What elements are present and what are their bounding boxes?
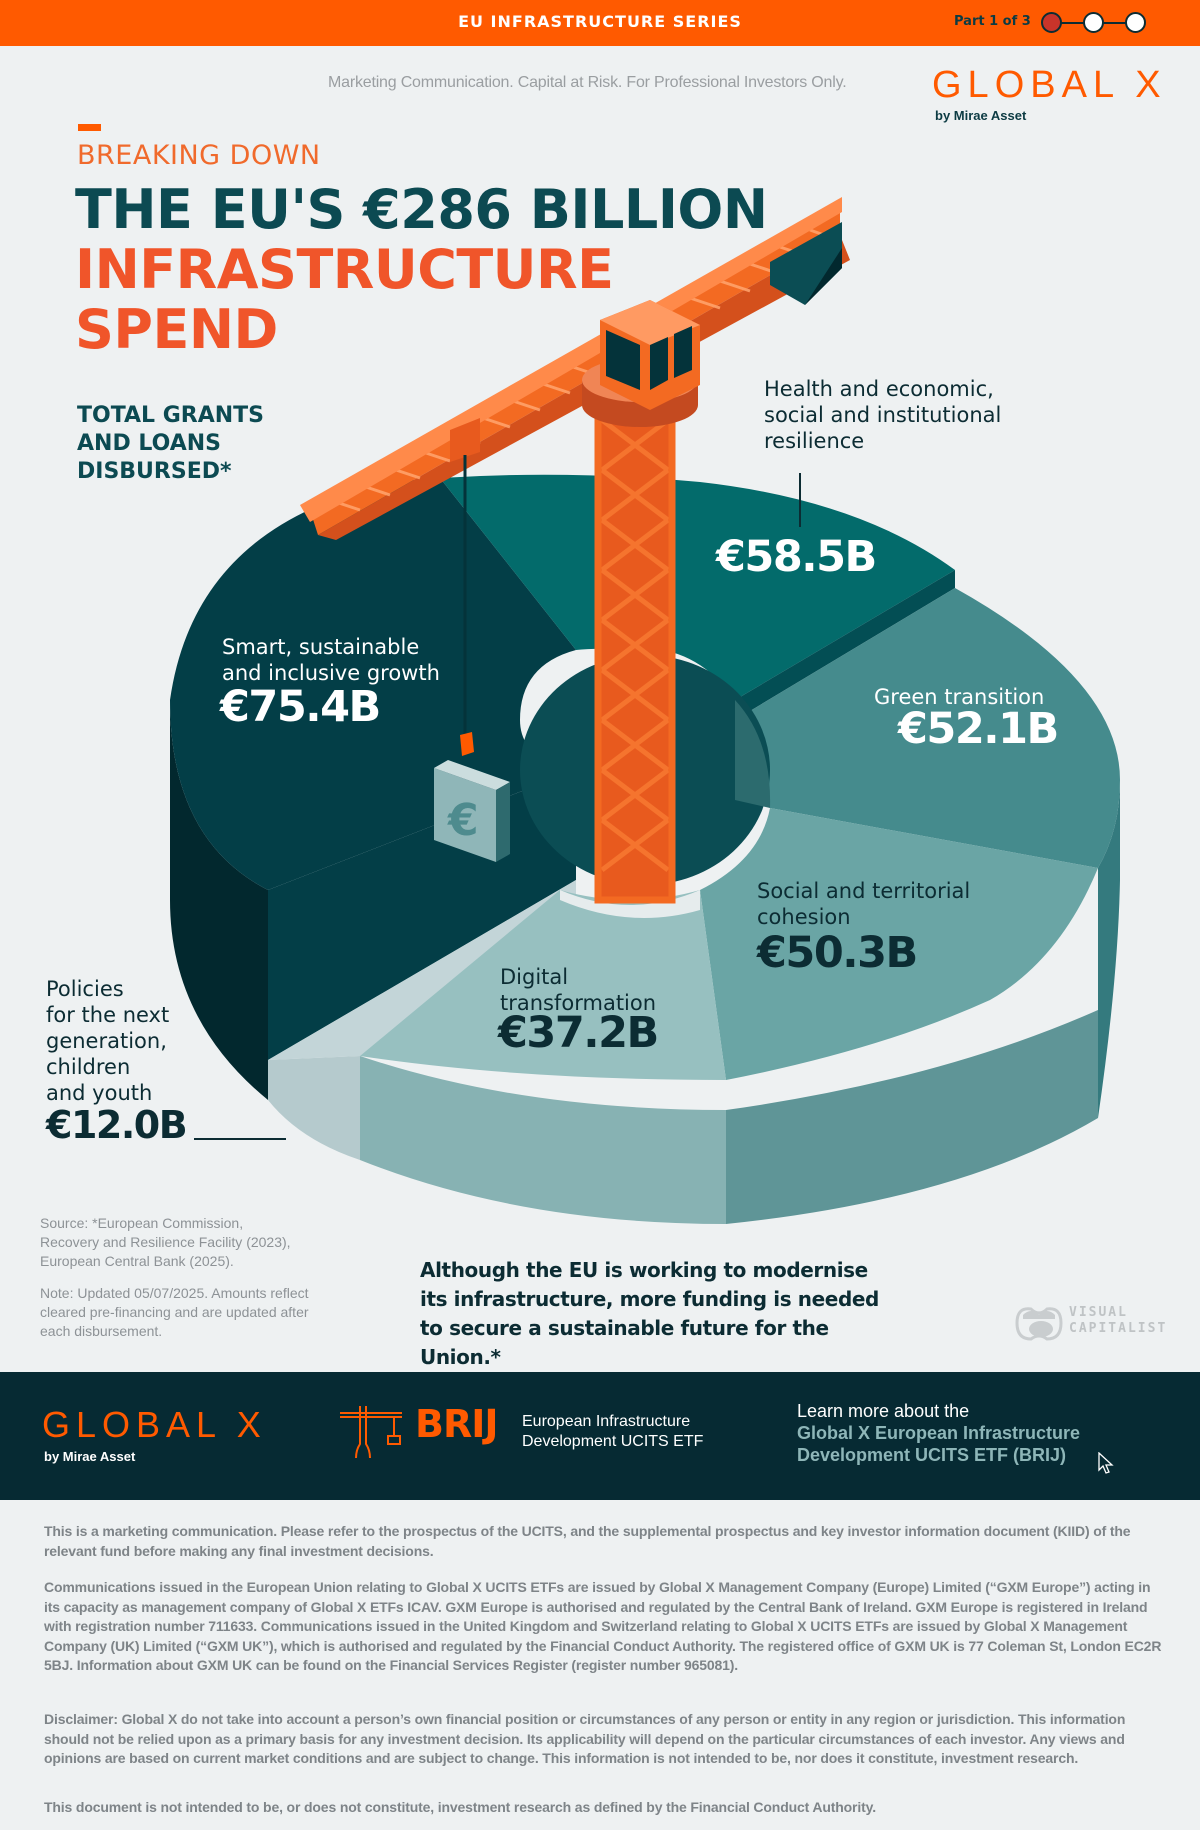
chart-subtitle: TOTAL GRANTS AND LOANS DISBURSED* — [77, 403, 264, 484]
legal-paragraph-4: This document is not intended to be, or … — [44, 1799, 876, 1815]
page-title-line-2: INFRASTRUCTURE — [75, 238, 614, 301]
value-digital: €37.2B — [498, 1008, 659, 1058]
fund-description: European Infrastructure Development UCIT… — [522, 1413, 704, 1450]
step-1-dot[interactable] — [1041, 12, 1062, 33]
page-title-line-1: THE EU'S €286 BILLION — [75, 178, 768, 241]
learn-more-label: Learn more about the — [797, 1401, 970, 1421]
segment-policies-top-sliver — [268, 880, 576, 1060]
page-title-line-3: SPEND — [75, 298, 278, 361]
legal-paragraph-1: This is a marketing communication. Pleas… — [44, 1523, 1131, 1559]
segment-social-side — [726, 1010, 1098, 1224]
series-header-bar — [0, 0, 1200, 46]
legal-paragraph-2: Communications issued in the European Un… — [44, 1579, 1162, 1673]
segment-green-side — [1098, 780, 1120, 1118]
euro-icon: € — [447, 795, 479, 846]
leader-line-health — [799, 473, 801, 527]
label-health: Health and economic, social and institut… — [764, 377, 1002, 453]
global-x-logo: GLOBAL X — [932, 64, 1167, 106]
label-green: Green transition — [874, 685, 1045, 709]
marketing-notice: Marketing Communication. Capital at Risk… — [328, 74, 847, 91]
crane-icon — [340, 1406, 402, 1458]
segment-digital-side — [360, 1056, 726, 1224]
kicker-text: BREAKING DOWN — [77, 140, 321, 171]
leader-line-policies — [194, 1138, 286, 1140]
label-social: Social and territorial cohesion — [757, 879, 971, 929]
source-note: Source: *European Commission, Recovery a… — [40, 1215, 291, 1269]
label-smart: Smart, sustainable and inclusive growth — [222, 635, 440, 685]
promo-band — [0, 1372, 1200, 1500]
legal-paragraph-3: Disclaimer: Global X do not take into ac… — [44, 1711, 1126, 1766]
fund-ticker: BRIJ — [415, 1402, 499, 1446]
logo-byline: by Mirae Asset — [935, 108, 1027, 123]
crane-illustration: € — [300, 197, 850, 904]
donut-chart: € — [170, 197, 1120, 1224]
accent-dash — [78, 124, 101, 131]
part-indicator-label: Part 1 of 3 — [954, 14, 1031, 29]
value-social: €50.3B — [757, 928, 918, 978]
series-title: EU INFRASTRUCTURE SERIES — [458, 12, 742, 31]
segment-health-edge — [735, 570, 955, 720]
segment-digital-top — [360, 890, 726, 1080]
value-green: €52.1B — [898, 704, 1059, 754]
segment-policies-side — [268, 1056, 360, 1160]
segment-social-top — [700, 808, 1098, 1080]
step-2-dot[interactable] — [1083, 12, 1104, 33]
step-connector — [1061, 21, 1087, 24]
value-policies: €12.0B — [46, 1103, 188, 1147]
mouse-pointer-icon — [1098, 1452, 1114, 1474]
label-policies: Policies for the next generation, childr… — [46, 977, 170, 1105]
update-note: Note: Updated 05/07/2025. Amounts reflec… — [40, 1285, 309, 1339]
callout-text: Although the EU is working to modernise … — [420, 1258, 879, 1369]
band-logo-byline: by Mirae Asset — [44, 1449, 136, 1464]
fund-link[interactable]: Global X European Infrastructure Develop… — [797, 1423, 1081, 1465]
segment-green-top — [735, 588, 1120, 868]
visual-capitalist-icon — [1015, 1307, 1063, 1341]
band-global-x-logo: GLOBAL X — [42, 1404, 267, 1445]
part-progress-stepper — [1041, 10, 1147, 36]
segment-health-top — [440, 474, 955, 700]
step-connector — [1103, 21, 1129, 24]
label-digital: Digital transformation — [500, 965, 657, 1015]
step-3-dot[interactable] — [1125, 12, 1146, 33]
value-smart: €75.4B — [220, 682, 381, 732]
visual-capitalist-logo: VISUAL CAPITALIST — [1013, 1303, 1188, 1343]
segment-smart-side-outer — [170, 700, 268, 1100]
value-health: €58.5B — [716, 532, 877, 582]
